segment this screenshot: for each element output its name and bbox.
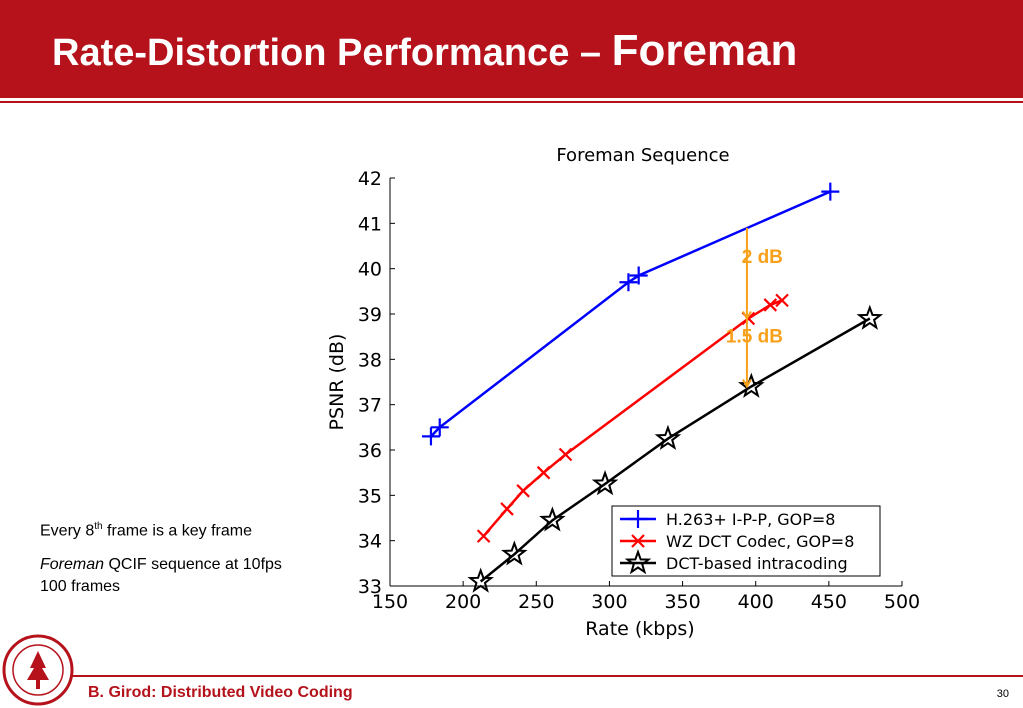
series-line-dct-based-intracoding [479,317,871,583]
x-tick-label: 150 [372,591,408,613]
slide-title-emph: Foreman [611,26,798,75]
side-notes: Every 8th frame is a key frame Foreman Q… [40,516,300,610]
x-tick-label: 300 [591,591,627,613]
data-point-wz-dct-codec-gop-8 [763,298,778,312]
data-point-h-263-i-p-p-gop-8 [821,182,840,201]
y-tick-label: 40 [358,259,382,281]
page-number: 30 [996,688,1009,700]
data-point-h-263-i-p-p-gop-8 [619,273,638,292]
y-tick-label: 34 [358,531,382,553]
note-sequence-italic: Foreman [40,556,105,574]
note-keyframe-post: frame is a key frame [102,522,252,540]
note-keyframe-sup: th [94,521,103,532]
legend-label-wz-dct-codec-gop-8: WZ DCT Codec, GOP=8 [666,532,854,551]
y-tick-label: 41 [358,213,382,235]
data-point-dct-based-intracoding [654,424,682,450]
y-tick-label: 33 [358,576,382,598]
x-tick-label: 200 [445,591,481,613]
legend-marker-h-263-i-p-p-gop-8 [629,510,647,528]
footer-divider [70,675,1023,677]
x-tick-label: 350 [664,591,700,613]
data-point-dct-based-intracoding [738,372,765,398]
legend-marker-dct-based-intracoding [624,549,652,575]
rate-distortion-chart: Foreman Sequence 33 34 35 36 37 38 39 40 41 42 150… [326,145,920,640]
note-keyframe-pre: Every 8 [40,522,95,540]
data-point-wz-dct-codec-gop-8 [536,465,551,480]
legend-marker-wz-dct-codec-gop-8 [631,534,645,548]
data-point-h-263-i-p-p-gop-8 [629,266,648,285]
legend-box [611,505,881,577]
footer-text: B. Girod: Distributed Video Coding [88,684,353,701]
y-tick-label: 42 [358,168,382,190]
note-sequence-post: QCIF sequence at 10fps 100 frames [40,556,282,596]
axis-ticks: 33 34 35 36 37 38 39 40 41 42 150 200 250 300 350 400 45… [358,168,920,613]
note-sequence: Foreman QCIF sequence at 10fps 100 frame… [40,554,300,598]
y-tick-label: 39 [358,304,382,326]
annotation-layer: 2 dB 1.5 dB [726,227,783,389]
slide-title: Rate-Distortion Performance – Foreman [52,26,797,76]
legend-label-dct-based-intracoding: DCT-based intracoding [666,554,848,573]
data-point-dct-based-intracoding [467,567,494,593]
data-point-h-263-i-p-p-gop-8 [421,427,440,446]
slide-title-main: Rate-Distortion Performance – [52,32,612,74]
data-point-dct-based-intracoding [501,540,528,566]
data-point-dct-based-intracoding [856,304,884,330]
data-point-dct-based-intracoding [591,470,619,496]
chart-legend: H.263+ I-P-P, GOP=8 WZ DCT Codec, GOP=8 DC… [611,505,881,577]
x-tick-label: 500 [884,591,920,613]
university-seal-logo [2,634,74,706]
data-point-wz-dct-codec-gop-8 [476,529,491,543]
series-layer [421,182,884,593]
annotation-arrowhead [742,379,752,389]
y-axis-label: PSNR (dB) [326,334,348,431]
x-tick-label: 250 [518,591,554,613]
series-line-h-263-i-p-p-gop-8 [430,190,831,438]
x-tick-label: 450 [811,591,847,613]
title-divider [0,101,1023,103]
legend-label-h-263-i-p-p-gop-8: H.263+ I-P-P, GOP=8 [666,510,835,529]
x-axis-label: Rate (kbps) [585,618,694,640]
data-point-wz-dct-codec-gop-8 [516,484,530,498]
y-tick-label: 38 [358,349,382,371]
data-point-wz-dct-codec-gop-8 [558,447,573,462]
data-point-wz-dct-codec-gop-8 [500,502,514,516]
data-point-wz-dct-codec-gop-8 [775,293,789,308]
title-bar: Rate-Distortion Performance – Foreman [0,0,1023,98]
annotation-arrowhead [742,311,752,321]
note-keyframe: Every 8th frame is a key frame [40,516,300,542]
annotation-label: 1.5 dB [726,327,783,348]
annotation-label: 2 dB [742,247,783,268]
y-tick-label: 37 [358,395,382,417]
y-tick-label: 36 [358,440,382,462]
chart-title: Foreman Sequence [556,145,729,166]
data-point-h-263-i-p-p-gop-8 [430,418,449,437]
data-point-dct-based-intracoding [539,506,566,532]
y-tick-label: 35 [358,485,382,507]
x-tick-label: 400 [738,591,774,613]
